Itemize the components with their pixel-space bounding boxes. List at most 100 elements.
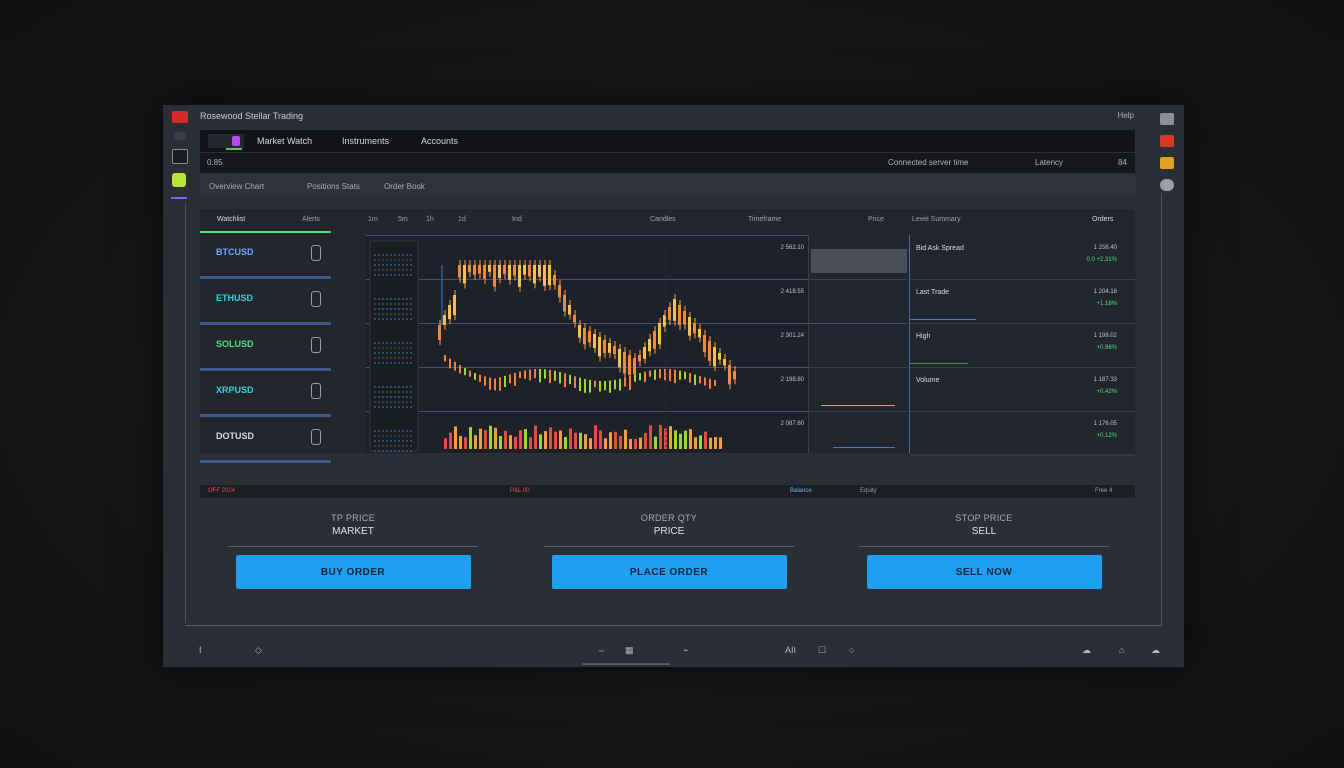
expand-icon[interactable]: ⇔	[597, 645, 606, 655]
star-icon[interactable]	[311, 291, 321, 307]
tf-5m[interactable]: 5m	[398, 216, 408, 223]
star-icon[interactable]	[311, 429, 321, 445]
lower-candle	[519, 371, 521, 379]
sell-now-button[interactable]: SELL NOW	[866, 555, 1102, 589]
chat-icon[interactable]: ○	[849, 645, 855, 655]
scroll-indicator[interactable]	[582, 663, 670, 665]
notification-icon[interactable]	[1160, 157, 1174, 169]
volume-bar	[574, 432, 577, 449]
watchlist-item[interactable]: ETHUSD	[200, 279, 331, 325]
star-icon[interactable]	[311, 383, 321, 399]
candle-body	[543, 265, 546, 286]
lower-candle	[609, 380, 611, 393]
candles-label[interactable]: Candles	[650, 216, 676, 223]
volume-bar	[629, 438, 632, 449]
volume-bar	[449, 432, 452, 449]
level-summary-label: Level Summary	[912, 216, 961, 223]
tab-order-book[interactable]: Order Book	[384, 182, 425, 191]
lower-candle	[589, 379, 591, 393]
settings-icon[interactable]	[1160, 179, 1174, 191]
symbol-name: XRPUSD	[216, 385, 254, 395]
row-change: +0.42%	[1096, 389, 1117, 395]
candle-body	[493, 265, 496, 287]
window-icon[interactable]	[172, 149, 188, 164]
lower-candle	[584, 378, 586, 393]
volume-bar	[459, 435, 462, 449]
volume-bar	[554, 431, 557, 449]
menu-item-market-watch[interactable]: Market Watch	[257, 136, 313, 146]
view-tabs: Overview Chart Positions Stats Order Boo…	[200, 175, 1135, 197]
menu-item-instruments[interactable]: Instruments	[342, 136, 390, 146]
candle-body	[718, 353, 721, 360]
grid-icon[interactable]: ▦	[625, 645, 634, 655]
volume-bar	[444, 438, 447, 449]
watchlist-item[interactable]: SOLUSD	[200, 325, 331, 371]
alert-icon[interactable]	[1160, 135, 1174, 147]
chart-bg	[366, 235, 808, 453]
zoom-label[interactable]: AII	[785, 645, 797, 655]
indicators-button[interactable]: Ind	[512, 216, 522, 223]
summary-row[interactable]: Bid Ask Spread 1 256.40 0.0 +2.31%	[910, 235, 1135, 280]
profile-icon[interactable]	[1160, 113, 1174, 125]
order-value[interactable]: PRICE	[653, 526, 685, 537]
order-label: STOP PRICE	[955, 513, 1013, 523]
row-value: 1 256.40	[1093, 245, 1117, 251]
watchlist-item[interactable]: BTCUSD	[200, 231, 331, 279]
lower-candle	[654, 369, 656, 380]
sync-icon[interactable]: ☁	[1151, 645, 1160, 655]
lower-candle	[494, 378, 496, 391]
candle-body	[568, 305, 571, 315]
help-menu[interactable]: Help	[1117, 111, 1134, 120]
candle-body	[613, 346, 616, 355]
left-toolbar	[172, 111, 190, 196]
lower-candle	[709, 378, 711, 389]
record-icon[interactable]	[172, 111, 188, 123]
order-value[interactable]: SELL	[971, 526, 997, 537]
cloud-icon[interactable]: ☁	[1082, 645, 1091, 655]
menu-icon[interactable]	[174, 132, 186, 140]
volume-bar	[689, 429, 692, 449]
candle-body	[498, 265, 501, 279]
tab-overview-chart[interactable]: Overview Chart	[209, 182, 265, 191]
lock-icon[interactable]: ◇	[255, 645, 262, 655]
order-value[interactable]: MARKET	[332, 526, 374, 537]
tf-1h[interactable]: 1h	[426, 216, 434, 223]
status-bar: OFF 2024 P&L 00 Balance Equity Free 4	[200, 485, 1135, 498]
pulse-icon[interactable]: ⌁	[683, 645, 689, 655]
timeframe-label[interactable]: Timeframe	[748, 216, 782, 223]
list-icon[interactable]: ☐	[818, 645, 827, 655]
status-icon[interactable]	[172, 173, 186, 187]
star-icon[interactable]	[311, 337, 321, 353]
lower-candle	[509, 374, 511, 384]
lower-candle	[474, 372, 476, 380]
depth-column	[808, 235, 909, 453]
lower-candle	[549, 369, 551, 384]
watchlist-item[interactable]: DOTUSD	[200, 417, 331, 463]
buy-order-button[interactable]: BUY ORDER	[235, 555, 471, 589]
row-change: 0.0 +2.31%	[1086, 257, 1117, 263]
tf-1d[interactable]: 1d	[458, 216, 466, 223]
balance-label: Balance	[790, 488, 812, 494]
user-icon[interactable]: ⌂	[1119, 645, 1125, 655]
lower-candle	[479, 374, 481, 382]
tab-positions-stats[interactable]: Positions Stats	[307, 182, 360, 191]
summary-row[interactable]: Last Trade 1 204.18 +1.18%	[910, 279, 1135, 324]
volume-bar	[464, 437, 467, 449]
lower-candle	[629, 376, 631, 390]
lower-candle	[659, 369, 661, 379]
candle-body	[548, 265, 551, 286]
menu-item-accounts[interactable]: Accounts	[421, 136, 459, 146]
depth-highlight	[811, 249, 907, 273]
star-icon[interactable]	[311, 245, 321, 261]
summary-row[interactable]: Volume 1 187.33 +0.42%	[910, 367, 1135, 412]
candlestick-chart[interactable]: 2 562.10 2 418.55 2 301.24 2 198.80 2 087.60	[366, 235, 808, 453]
place-order-button[interactable]: PLACE ORDER	[551, 555, 787, 589]
summary-row[interactable]: 1 176.05 +0.12%	[910, 411, 1135, 456]
volume-bar	[539, 434, 542, 449]
lower-candle	[669, 369, 671, 382]
watchlist-item[interactable]: XRPUSD	[200, 371, 331, 417]
orders-label[interactable]: Orders	[1092, 216, 1114, 223]
summary-row[interactable]: High 1 198.02 +0.96%	[910, 323, 1135, 368]
alerts-label[interactable]: Alerts	[302, 216, 320, 223]
tf-1m[interactable]: 1m	[368, 216, 378, 223]
